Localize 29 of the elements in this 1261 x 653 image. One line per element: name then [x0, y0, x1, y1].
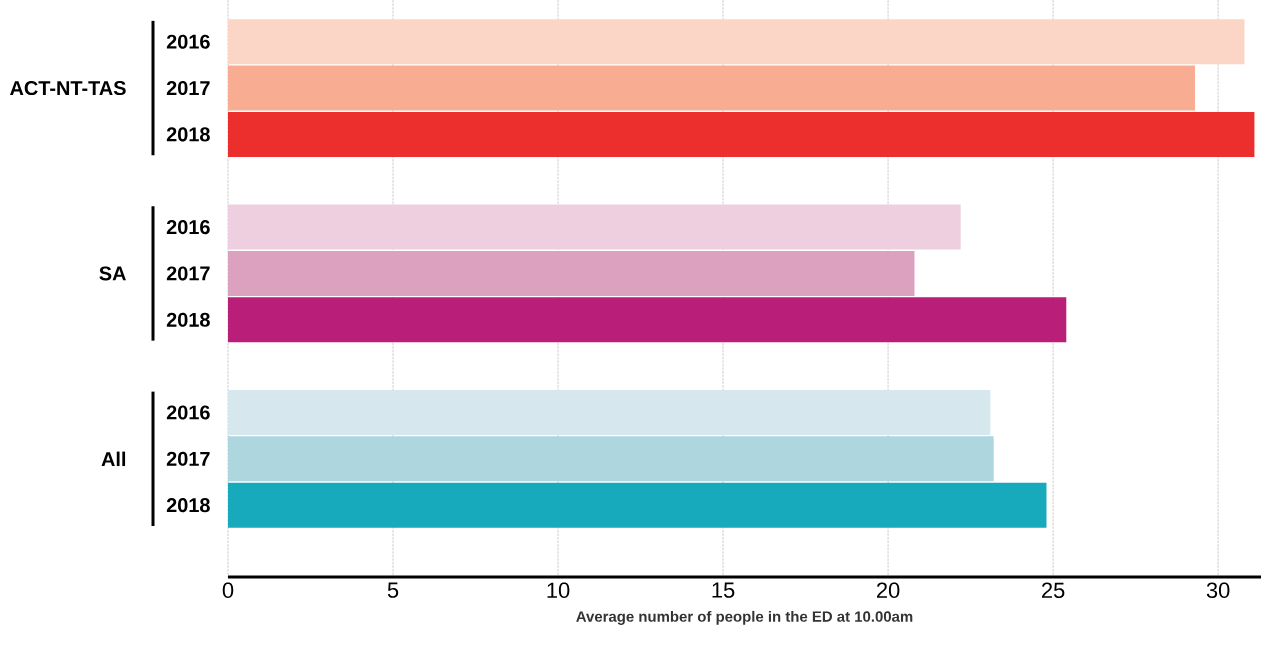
x-tick-label: 5 — [387, 582, 399, 598]
bar — [228, 65, 1195, 111]
y-tick-label: 2018 — [166, 312, 210, 327]
bar — [228, 482, 1047, 528]
x-tick-label: 20 — [876, 582, 900, 599]
text: SA — [99, 266, 126, 281]
bar — [228, 390, 991, 435]
bar — [228, 436, 994, 482]
x-tick-label: 0 — [222, 582, 234, 599]
y-tick-label: 2016 — [166, 405, 210, 420]
y-tick-label: 2016 — [166, 34, 210, 49]
x-tick-label: 30 — [1206, 582, 1230, 599]
x-tick-label: 25 — [1042, 582, 1065, 599]
x-axis-title: Average number of people in the ED at 10.00am — [576, 610, 913, 625]
y-tick-label: 2016 — [166, 220, 210, 235]
bar — [228, 204, 961, 250]
y-tick-label: 2018 — [166, 127, 210, 142]
bar — [228, 297, 1067, 343]
bar — [228, 250, 915, 296]
x-tick-label: 10 — [547, 582, 570, 599]
y-tick-label: 2017 — [166, 81, 210, 96]
text: ACT-NT-TAS — [10, 81, 126, 96]
y-tick-label: 2017 — [166, 451, 210, 466]
bar — [228, 19, 1245, 65]
bar — [228, 111, 1255, 157]
y-tick-label: 2018 — [166, 498, 210, 513]
y-tick-label: 2017 — [166, 266, 210, 281]
text: All — [101, 451, 126, 467]
x-tick-label: 15 — [712, 582, 735, 598]
